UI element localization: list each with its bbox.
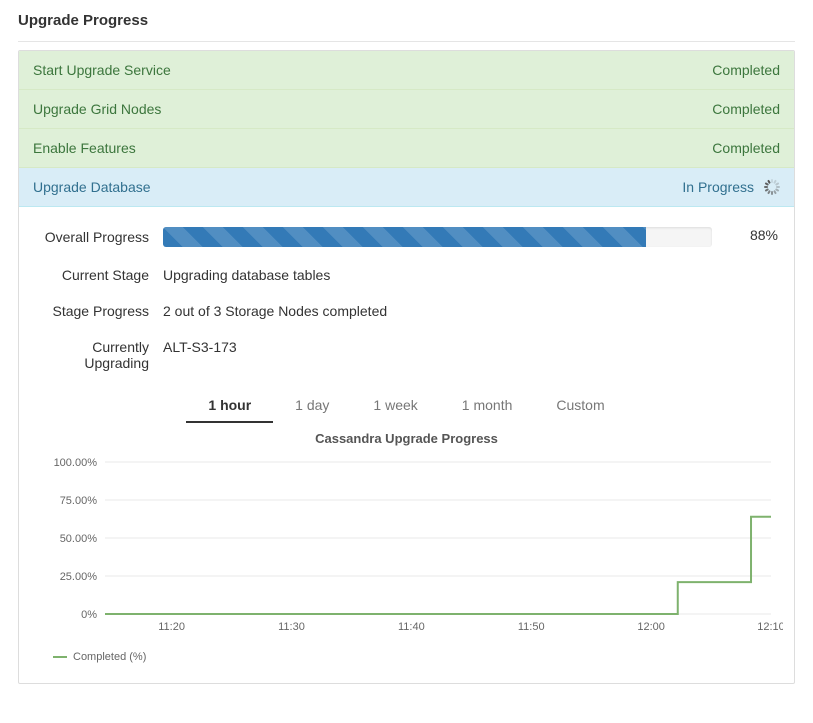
stage-progress-row: Stage Progress 2 out of 3 Storage Nodes … bbox=[35, 301, 778, 319]
overall-progress-fill bbox=[163, 227, 646, 247]
tab-custom[interactable]: Custom bbox=[534, 389, 626, 423]
tab-1-hour[interactable]: 1 hour bbox=[186, 389, 273, 423]
step-status: In Progress bbox=[682, 179, 754, 195]
stage-progress-value: 2 out of 3 Storage Nodes completed bbox=[163, 301, 778, 319]
upgrade-step[interactable]: Upgrade Database In Progress bbox=[19, 168, 794, 207]
overall-progress-label: Overall Progress bbox=[35, 227, 163, 245]
time-range-tabs: 1 hour1 day1 week1 monthCustom bbox=[35, 389, 778, 423]
svg-text:50.00%: 50.00% bbox=[60, 533, 98, 545]
legend-label: Completed (%) bbox=[73, 651, 146, 663]
svg-text:11:40: 11:40 bbox=[398, 621, 425, 633]
step-label: Upgrade Database bbox=[33, 179, 151, 195]
upgrade-details: Overall Progress 88% Current Stage Upgra… bbox=[19, 207, 794, 683]
currently-upgrading-value: ALT-S3-173 bbox=[163, 337, 778, 355]
step-label: Start Upgrade Service bbox=[33, 62, 171, 78]
svg-text:0%: 0% bbox=[81, 609, 97, 621]
step-status: Completed bbox=[712, 62, 780, 78]
currently-upgrading-row: Currently Upgrading ALT-S3-173 bbox=[35, 337, 778, 371]
legend-swatch bbox=[53, 656, 67, 658]
step-status: Completed bbox=[712, 140, 780, 156]
tab-1-day[interactable]: 1 day bbox=[273, 389, 351, 423]
overall-progress-percent: 88% bbox=[728, 227, 778, 243]
svg-text:12:00: 12:00 bbox=[637, 621, 665, 633]
svg-text:11:50: 11:50 bbox=[518, 621, 545, 633]
page-title: Upgrade Progress bbox=[18, 8, 795, 41]
upgrade-panel: Start Upgrade ServiceCompletedUpgrade Gr… bbox=[18, 50, 795, 684]
chart-title: Cassandra Upgrade Progress bbox=[43, 431, 770, 446]
svg-text:12:10: 12:10 bbox=[757, 621, 783, 633]
overall-progress-row: Overall Progress 88% bbox=[35, 227, 778, 247]
upgrade-step[interactable]: Start Upgrade Service Completed bbox=[19, 51, 794, 90]
tab-1-week[interactable]: 1 week bbox=[351, 389, 439, 423]
current-stage-row: Current Stage Upgrading database tables bbox=[35, 265, 778, 283]
step-label: Upgrade Grid Nodes bbox=[33, 101, 161, 117]
currently-upgrading-label: Currently Upgrading bbox=[35, 337, 163, 371]
current-stage-label: Current Stage bbox=[35, 265, 163, 283]
stage-progress-label: Stage Progress bbox=[35, 301, 163, 319]
svg-text:11:20: 11:20 bbox=[158, 621, 185, 633]
chart-legend: Completed (%) bbox=[53, 651, 770, 663]
spinner-icon bbox=[764, 179, 780, 195]
chart-container: Cassandra Upgrade Progress 0% 25.00% 50.00… bbox=[35, 431, 778, 675]
svg-text:100.00%: 100.00% bbox=[54, 457, 98, 469]
divider bbox=[18, 41, 795, 42]
step-label: Enable Features bbox=[33, 140, 136, 156]
progress-chart: 0% 25.00% 50.00% 75.00% 100.00% 11:20 11:30 11:… bbox=[43, 452, 783, 642]
current-stage-value: Upgrading database tables bbox=[163, 265, 778, 283]
svg-text:25.00%: 25.00% bbox=[60, 571, 98, 583]
upgrade-step[interactable]: Enable Features Completed bbox=[19, 129, 794, 168]
upgrade-step[interactable]: Upgrade Grid Nodes Completed bbox=[19, 90, 794, 129]
overall-progress-bar bbox=[163, 227, 712, 247]
svg-text:11:30: 11:30 bbox=[278, 621, 305, 633]
tab-1-month[interactable]: 1 month bbox=[440, 389, 535, 423]
svg-text:75.00%: 75.00% bbox=[60, 495, 98, 507]
step-status: Completed bbox=[712, 101, 780, 117]
